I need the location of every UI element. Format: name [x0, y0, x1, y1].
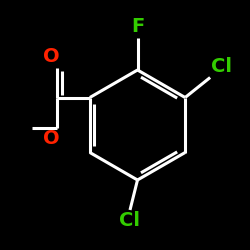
Text: F: F [131, 17, 144, 36]
Text: O: O [43, 129, 59, 148]
Text: O: O [43, 47, 59, 66]
Text: Cl: Cl [212, 57, 233, 76]
Text: Cl: Cl [120, 211, 141, 230]
